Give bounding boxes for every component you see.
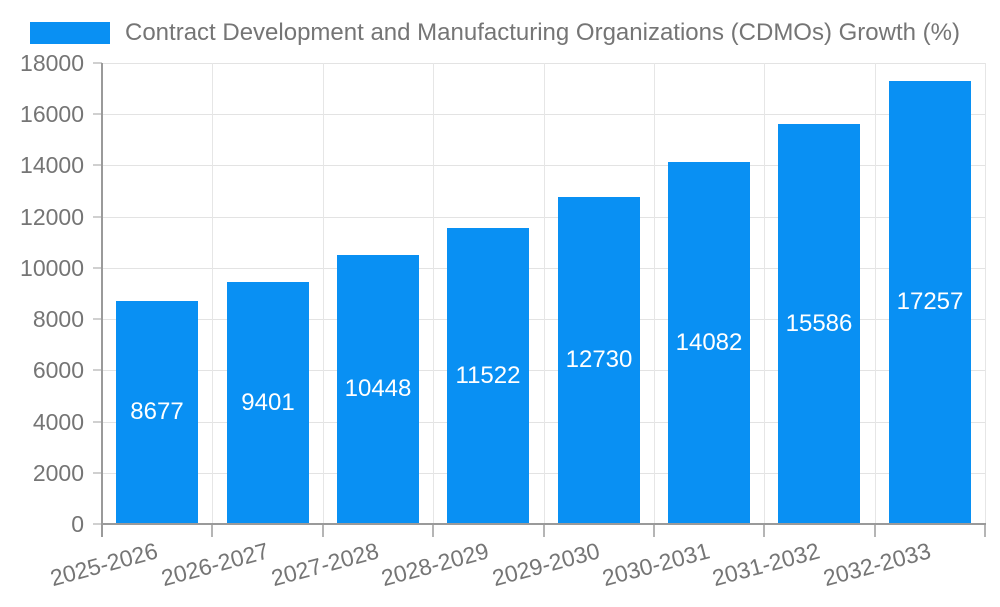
- y-axis-label: 6000: [32, 357, 84, 383]
- y-axis-line: [101, 63, 103, 537]
- y-axis-label: 14000: [20, 152, 84, 178]
- x-axis-tick: [432, 524, 434, 537]
- y-gridline: [102, 217, 985, 218]
- bar[interactable]: 11522: [447, 228, 529, 523]
- x-axis-tick: [653, 524, 655, 537]
- bar-value-label: 8677: [130, 398, 184, 425]
- x-axis-tick: [543, 524, 545, 537]
- y-axis-label: 2000: [32, 460, 84, 486]
- x-gridline: [323, 63, 324, 524]
- y-gridline: [102, 114, 985, 115]
- x-gridline: [433, 63, 434, 524]
- legend-swatch: [30, 22, 110, 44]
- bar[interactable]: 15586: [778, 124, 860, 523]
- bar[interactable]: 12730: [558, 197, 640, 523]
- bar-value-label: 10448: [344, 375, 412, 402]
- x-axis-tick: [984, 524, 986, 537]
- bar[interactable]: 17257: [889, 81, 971, 523]
- bar[interactable]: 8677: [116, 301, 198, 523]
- x-axis-tick: [874, 524, 876, 537]
- y-axis-tick: [93, 472, 102, 474]
- x-gridline: [654, 63, 655, 524]
- y-axis-label: 10000: [20, 255, 84, 281]
- bar-value-label: 12730: [565, 346, 633, 373]
- y-axis-label: 0: [71, 511, 84, 537]
- bar[interactable]: 14082: [668, 162, 750, 523]
- y-gridline: [102, 370, 985, 371]
- legend-label: Contract Development and Manufacturing O…: [125, 19, 960, 46]
- x-gridline: [212, 63, 213, 524]
- x-axis-line: [101, 523, 986, 525]
- y-axis-tick: [93, 369, 102, 371]
- bar-value-label: 15586: [785, 309, 853, 337]
- legend-item[interactable]: Contract Development and Manufacturing O…: [30, 20, 960, 46]
- x-axis-tick: [763, 524, 765, 537]
- y-gridline: [102, 268, 985, 269]
- y-axis-tick: [93, 523, 102, 525]
- y-axis-tick: [93, 421, 102, 423]
- y-gridline: [102, 319, 985, 320]
- bar-value-label: 11522: [455, 361, 521, 389]
- y-axis-label: 8000: [32, 306, 84, 332]
- y-axis-tick: [93, 113, 102, 115]
- x-gridline: [875, 63, 876, 524]
- y-axis-label: 16000: [20, 101, 84, 127]
- x-axis-tick: [322, 524, 324, 537]
- bar-value-label: 17257: [896, 288, 964, 315]
- y-axis-tick: [93, 164, 102, 166]
- y-axis-tick: [93, 216, 102, 218]
- y-axis-tick: [93, 267, 102, 269]
- bar[interactable]: 10448: [337, 255, 419, 523]
- y-axis-label: 18000: [20, 50, 84, 76]
- x-gridline: [544, 63, 545, 524]
- bar-value-label: 9401: [241, 388, 295, 416]
- x-gridline: [764, 63, 765, 524]
- y-gridline: [102, 473, 985, 474]
- bar-value-label: 14082: [675, 328, 743, 356]
- y-axis-label: 12000: [20, 204, 84, 230]
- y-axis-tick: [93, 62, 102, 64]
- x-gridline: [985, 63, 986, 524]
- y-gridline: [102, 165, 985, 166]
- bar[interactable]: 9401: [227, 282, 309, 523]
- y-gridline: [102, 63, 985, 64]
- y-axis-tick: [93, 318, 102, 320]
- y-gridline: [102, 422, 985, 423]
- x-axis-tick: [211, 524, 213, 537]
- y-axis-label: 4000: [32, 409, 84, 435]
